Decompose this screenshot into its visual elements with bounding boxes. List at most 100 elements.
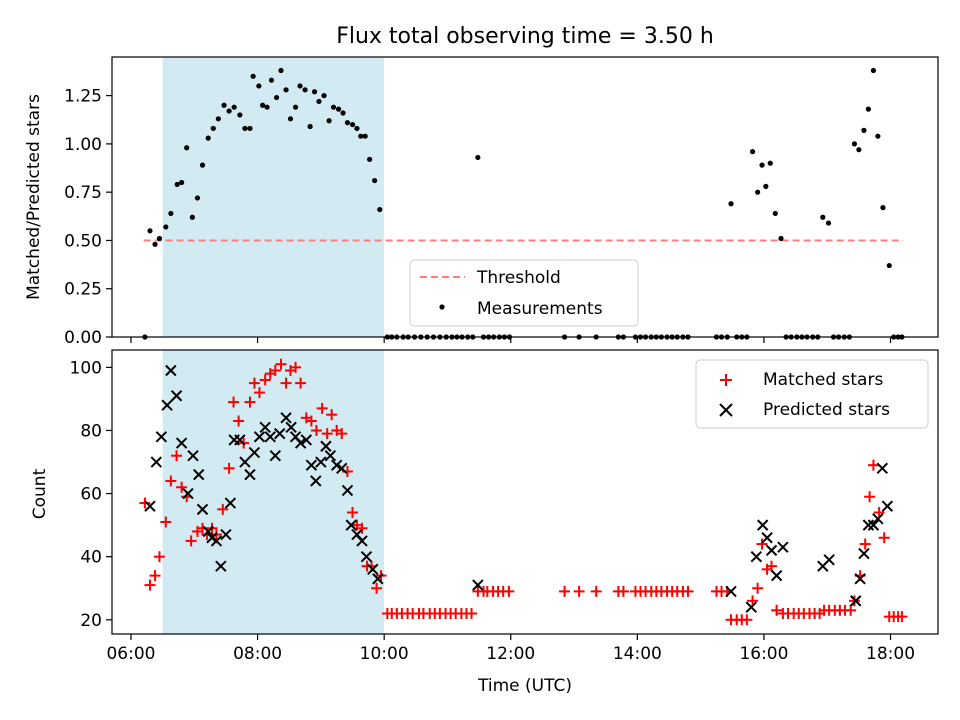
measurement-point: [759, 162, 765, 168]
predicted-star-point: [823, 554, 835, 566]
measurement-point: [749, 149, 756, 155]
matched-star-point: [590, 585, 602, 597]
count-y-ticks: 20 40 60 80 100: [70, 358, 112, 631]
matched-star-point: [771, 604, 783, 616]
y-tick-label: 0.25: [64, 280, 102, 300]
predicted-star-point: [300, 434, 313, 446]
matched-star-point: [185, 535, 197, 547]
predicted-star-point: [345, 519, 357, 531]
measurement-point: [825, 220, 832, 226]
predicted-star-point: [165, 364, 177, 377]
predicted-star-point: [196, 503, 209, 516]
predicted-star-points: [144, 364, 894, 613]
matched-star-point: [280, 377, 292, 389]
observing-span: [162, 350, 385, 634]
matched-star-point: [752, 582, 764, 594]
matched-star-point: [503, 585, 515, 597]
count-y-axis-label: Count: [30, 468, 50, 519]
y-tick-label: 1.00: [64, 135, 102, 155]
measurement-point: [226, 108, 232, 114]
measurement-point: [205, 135, 211, 141]
predicted-star-point: [285, 421, 297, 434]
measurement-point: [377, 206, 383, 213]
matched-star-point: [165, 475, 177, 487]
measurement-point: [199, 162, 206, 168]
predicted-legend-swatch: [719, 403, 733, 417]
predicted-star-point: [750, 550, 763, 563]
matched-star-point: [269, 365, 281, 377]
measurement-point: [194, 195, 201, 201]
predicted-star-point: [320, 440, 332, 452]
x-tick-label: 06:00: [106, 644, 155, 664]
measurement-point: [778, 235, 784, 242]
matched-star-point: [295, 377, 307, 389]
measurement-point: [221, 102, 227, 108]
ratio-legend-box: [409, 259, 639, 327]
matched-star-point: [741, 614, 753, 626]
predicted-star-point: [881, 500, 894, 512]
measurement-point: [349, 121, 356, 128]
measurement-point: [283, 87, 289, 93]
y-tick-label: 0.00: [64, 328, 102, 348]
predicted-star-point: [867, 519, 880, 531]
measurement-point: [179, 179, 185, 186]
predicted-star-point: [175, 437, 188, 449]
predicted-star-point: [259, 421, 271, 434]
count-plot-frame: [111, 349, 939, 635]
measurement-point: [292, 104, 299, 110]
measurement-point: [861, 127, 867, 133]
measurement-point: [354, 125, 360, 132]
predicted-star-point: [220, 528, 232, 541]
measurement-point: [163, 224, 169, 230]
measurement-point: [152, 241, 158, 247]
predicted-star-point: [777, 541, 789, 553]
measurement-point: [210, 125, 216, 132]
predicted-star-point: [210, 535, 223, 547]
predicted-legend-label: Predicted stars: [763, 400, 890, 420]
predicted-star-point: [244, 468, 256, 481]
predicted-star-point: [155, 431, 168, 443]
predicted-star-point: [310, 475, 322, 487]
ratio-x-ticks: [130, 337, 892, 343]
predicted-star-point: [745, 601, 757, 613]
x-tick-label: 08:00: [233, 644, 282, 664]
measurement-point: [340, 110, 346, 116]
predicted-star-point: [280, 412, 292, 424]
predicted-star-point: [765, 544, 778, 557]
measurement-point: [475, 154, 481, 161]
measurement-point: [307, 123, 313, 130]
matched-star-point: [466, 607, 478, 619]
matched-star-point: [153, 551, 165, 563]
predicted-star-point: [725, 585, 737, 598]
predicted-star-point: [315, 456, 327, 468]
measurement-point: [875, 133, 881, 139]
predicted-star-point: [372, 573, 384, 585]
measurement-point: [367, 156, 373, 162]
matched-star-point: [310, 424, 322, 436]
count-legend: Matched stars Predicted stars: [695, 359, 929, 429]
predicted-star-point: [876, 462, 889, 475]
measurement-point: [215, 116, 221, 122]
measurement-point: [268, 77, 275, 83]
measurement-point: [189, 214, 195, 220]
predicted-star-point: [756, 519, 769, 531]
matched-star-point: [144, 579, 156, 591]
matched-star-point: [321, 428, 333, 440]
matched-star-point: [845, 604, 857, 616]
matched-star-point: [617, 585, 629, 597]
matched-star-point: [878, 532, 890, 544]
predicted-star-point: [472, 579, 484, 591]
matched-star-point: [233, 415, 245, 427]
measurement-point: [856, 147, 862, 153]
predicted-star-point: [330, 459, 343, 471]
measurement-legend-swatch: [439, 304, 445, 310]
count-x-axis-label: Time (UTC): [477, 676, 572, 696]
matched-star-point: [305, 415, 317, 427]
measurement-point: [851, 141, 858, 147]
measurement-point: [870, 67, 877, 74]
predicted-star-point: [193, 468, 205, 481]
matched-star-point: [859, 538, 871, 550]
measurement-point: [362, 133, 368, 139]
matched-star-point: [559, 585, 571, 597]
predicted-star-point: [850, 595, 862, 607]
